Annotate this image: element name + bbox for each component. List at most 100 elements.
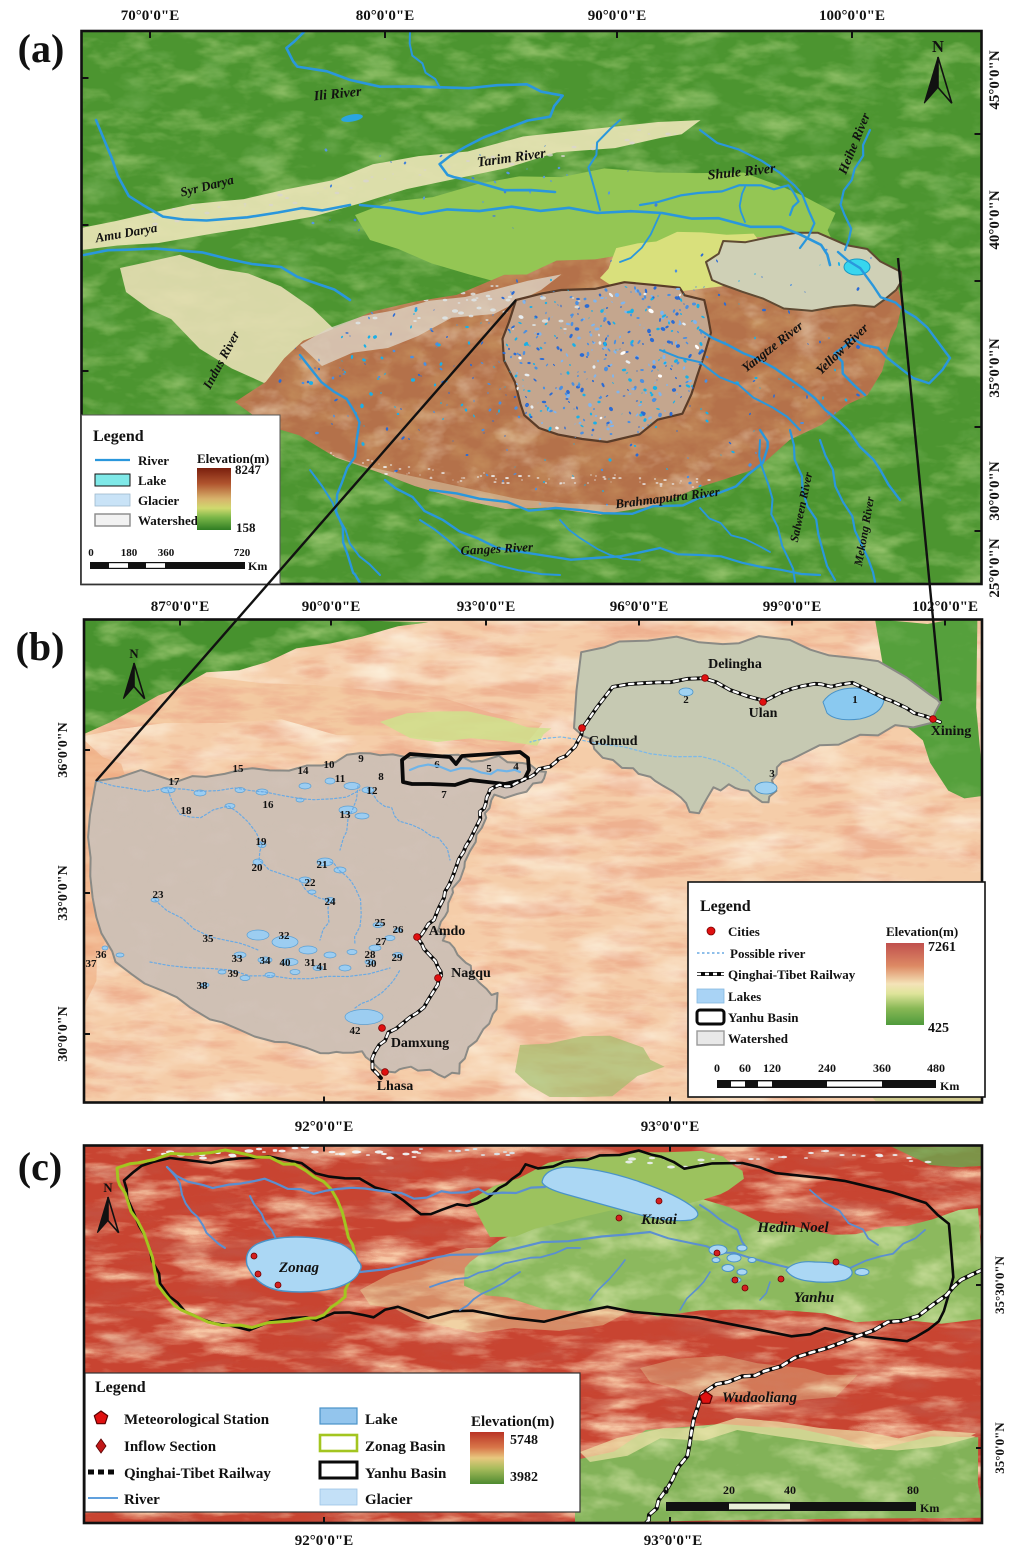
svg-text:Nagqu: Nagqu [451,966,491,981]
svg-text:5748: 5748 [510,1433,538,1448]
svg-text:Kusai: Kusai [640,1212,678,1228]
svg-text:N: N [103,1181,113,1195]
svg-text:Elevation(m): Elevation(m) [197,451,269,466]
svg-text:10: 10 [324,759,336,771]
svg-text:25°0'0"N: 25°0'0"N [987,538,1003,597]
svg-text:Lake: Lake [365,1412,398,1428]
svg-text:93°0'0"E: 93°0'0"E [641,1119,700,1135]
svg-text:96°0'0"E: 96°0'0"E [610,599,669,615]
svg-text:7: 7 [441,789,447,801]
svg-text:24: 24 [325,896,337,908]
svg-text:17: 17 [169,776,181,788]
svg-text:Elevation(m): Elevation(m) [886,924,958,939]
svg-text:40°0'0"N: 40°0'0"N [987,190,1003,249]
svg-text:29: 29 [392,952,404,964]
svg-text:Legend: Legend [93,428,144,445]
svg-text:Km: Km [940,1079,959,1093]
svg-text:Xining: Xining [931,724,971,739]
svg-text:99°0'0"E: 99°0'0"E [763,599,822,615]
svg-text:35°30'0"N: 35°30'0"N [992,1255,1007,1314]
svg-text:480: 480 [927,1061,945,1075]
svg-text:Inflow Section: Inflow Section [124,1439,217,1455]
svg-text:36°0'0"N: 36°0'0"N [56,722,71,777]
svg-text:40: 40 [784,1483,796,1497]
svg-text:4: 4 [513,761,519,773]
svg-text:Km: Km [920,1501,939,1515]
svg-text:River: River [124,1492,160,1508]
svg-text:N: N [129,647,139,661]
svg-text:Lakes: Lakes [728,989,761,1004]
svg-text:12: 12 [367,785,379,797]
svg-text:Cities: Cities [728,924,760,939]
svg-text:Elevation(m): Elevation(m) [471,1414,554,1430]
svg-text:Amdo: Amdo [429,924,466,939]
svg-text:36: 36 [96,949,108,961]
svg-text:33°0'0"N: 33°0'0"N [56,865,71,920]
svg-text:90°0'0"E: 90°0'0"E [588,8,647,24]
svg-text:26: 26 [393,924,405,936]
svg-text:0: 0 [88,547,94,559]
svg-text:30: 30 [366,958,378,970]
svg-text:Ganges River: Ganges River [460,539,534,558]
svg-text:14: 14 [298,765,310,777]
svg-text:N: N [932,37,944,56]
svg-text:39: 39 [228,968,240,980]
svg-text:35: 35 [203,933,215,945]
svg-text:92°0'0"E: 92°0'0"E [295,1533,354,1549]
svg-text:425: 425 [928,1021,949,1036]
svg-text:100°0'0"E: 100°0'0"E [819,8,885,24]
svg-text:1: 1 [852,694,858,706]
svg-text:80°0'0"E: 80°0'0"E [356,8,415,24]
svg-text:Lhasa: Lhasa [377,1079,414,1094]
svg-text:45°0'0"N: 45°0'0"N [987,50,1003,109]
svg-text:23: 23 [153,889,165,901]
svg-text:42: 42 [350,1025,362,1037]
svg-text:0: 0 [714,1061,720,1075]
svg-text:20: 20 [723,1483,735,1497]
svg-text:Legend: Legend [95,1379,146,1396]
svg-text:93°0'0"E: 93°0'0"E [644,1533,703,1549]
svg-text:Hedin Noel: Hedin Noel [756,1220,829,1236]
svg-text:8247: 8247 [235,462,262,477]
svg-text:Qinghai-Tibet Railway: Qinghai-Tibet Railway [124,1466,271,1482]
svg-text:35°0'0"N: 35°0'0"N [992,1422,1007,1474]
svg-text:3982: 3982 [510,1470,538,1485]
svg-text:87°0'0"E: 87°0'0"E [151,599,210,615]
svg-text:31: 31 [305,957,316,969]
svg-text:80: 80 [907,1483,919,1497]
svg-text:90°0'0"E: 90°0'0"E [302,599,361,615]
svg-text:18: 18 [181,805,193,817]
svg-text:(b): (b) [16,624,65,669]
svg-text:Shule River: Shule River [707,161,777,183]
svg-text:Ili River: Ili River [312,85,363,105]
svg-text:41: 41 [317,961,328,973]
svg-text:Watershed: Watershed [728,1031,789,1046]
svg-text:8: 8 [378,771,384,783]
svg-text:Meteorological Station: Meteorological Station [124,1412,270,1428]
svg-text:Zonag Basin: Zonag Basin [365,1439,446,1455]
svg-text:Golmud: Golmud [588,734,637,749]
svg-text:32: 32 [279,930,291,942]
svg-text:Legend: Legend [700,898,751,915]
svg-text:Yanhu Basin: Yanhu Basin [728,1010,799,1025]
svg-text:11: 11 [335,773,345,785]
svg-text:70°0'0"E: 70°0'0"E [121,8,180,24]
svg-text:Delingha: Delingha [708,657,762,672]
svg-text:2: 2 [683,694,689,706]
svg-text:River: River [138,453,169,468]
svg-text:30°0'0"N: 30°0'0"N [987,461,1003,520]
svg-text:158: 158 [236,520,256,535]
svg-text:35°0'0"N: 35°0'0"N [987,338,1003,397]
svg-text:38: 38 [197,980,209,992]
svg-text:0: 0 [663,1483,669,1497]
svg-text:Glacier: Glacier [365,1492,413,1508]
svg-text:6: 6 [434,759,440,771]
svg-text:Ulan: Ulan [749,706,778,721]
svg-text:Yanhu Basin: Yanhu Basin [365,1466,447,1482]
svg-text:Possible river: Possible river [730,946,806,961]
svg-text:Lake: Lake [138,473,166,488]
svg-text:3: 3 [769,768,775,780]
svg-text:Wudaoliang: Wudaoliang [722,1390,798,1406]
svg-text:92°0'0"E: 92°0'0"E [295,1119,354,1135]
svg-text:Glacier: Glacier [138,493,179,508]
